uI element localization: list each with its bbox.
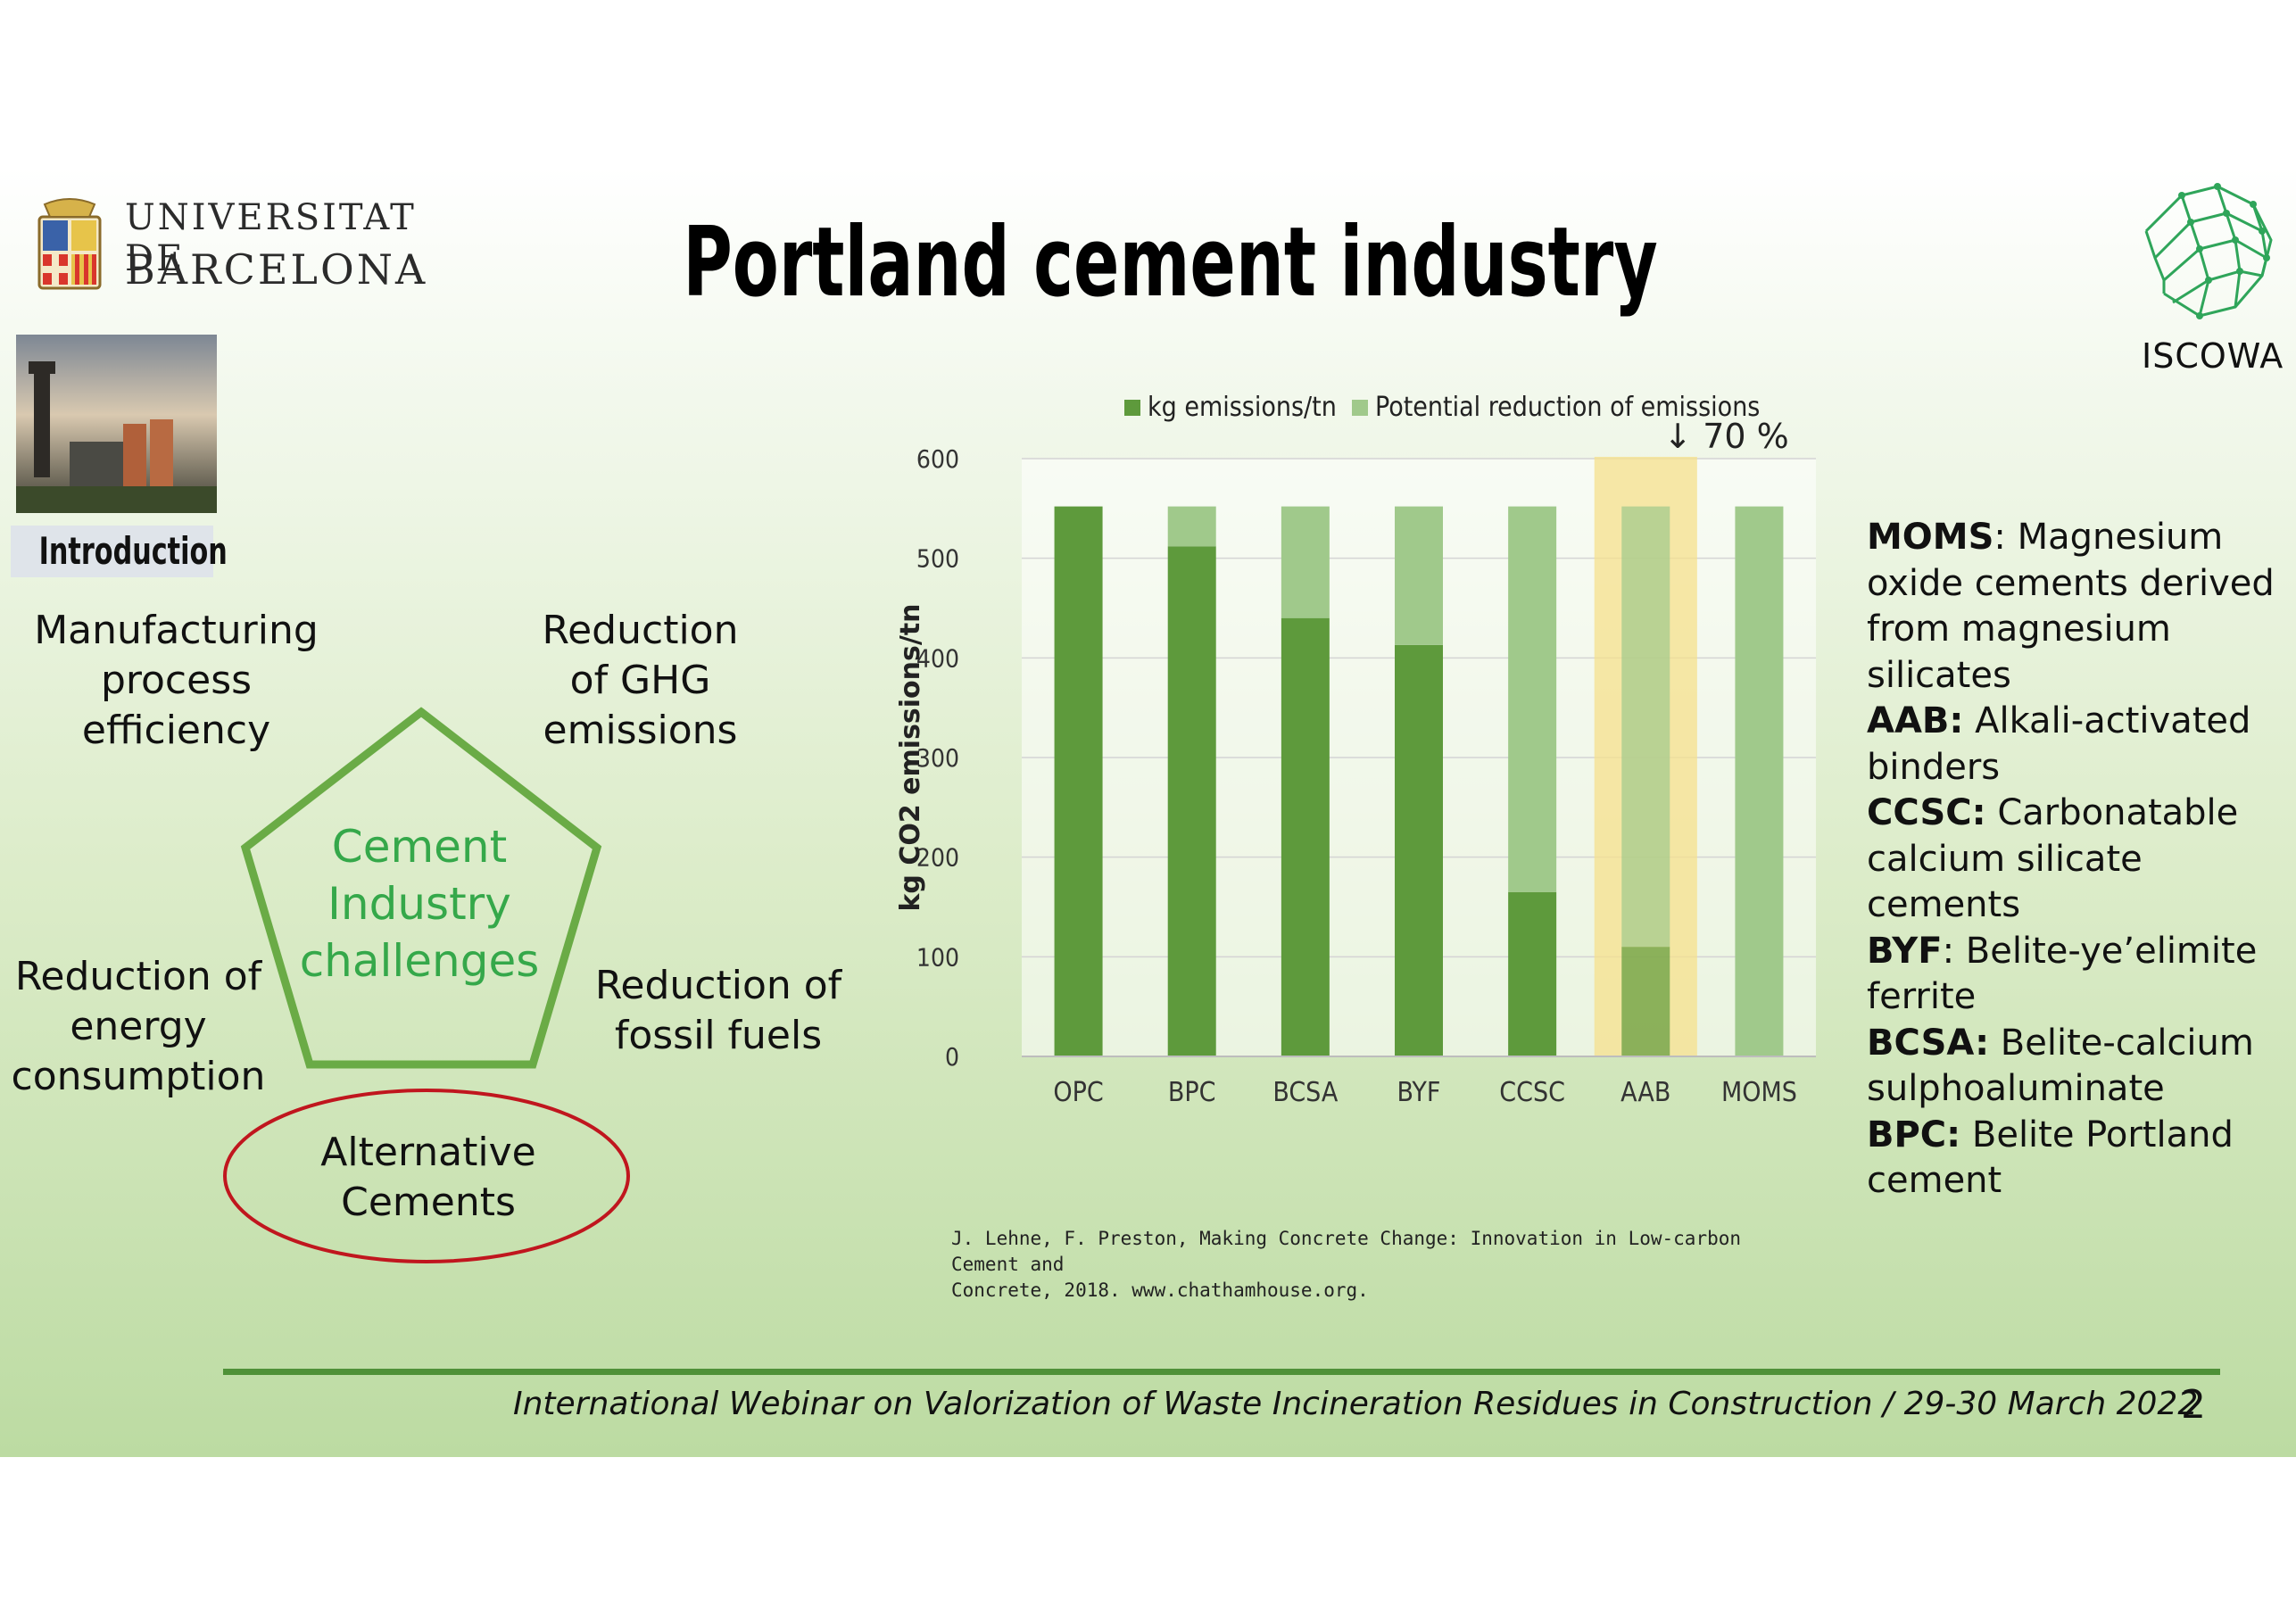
glossary-definition: Alkali-activated binders (1867, 700, 2251, 788)
pentagon-diagram (223, 707, 630, 1263)
bar-byf-emissions (1395, 644, 1443, 1056)
glossary-entry: BPC: Belite Portland cement (1867, 1113, 2277, 1205)
legend-swatch (1352, 400, 1368, 416)
x-tick-label: AAB (1620, 1077, 1670, 1108)
legend-label-emissions: kg emissions/tn (1148, 392, 1337, 423)
glossary-term: AAB (1867, 700, 1950, 741)
label-ghg-reduction: Reduction of GHG emissions (542, 608, 739, 753)
bar-bcsa-reduction (1281, 506, 1330, 618)
glossary-separator: : (1971, 792, 1986, 833)
iscowa-label: ISCOWA (2142, 336, 2284, 376)
bar-aab-reduction (1621, 506, 1670, 948)
iscowa-globe-icon (2144, 183, 2273, 319)
legend-swatch (1124, 400, 1140, 416)
glossary-term: BCSA (1867, 1022, 1976, 1064)
glossary-separator: : (1949, 700, 1964, 741)
x-tick-label: OPC (1053, 1077, 1103, 1108)
y-tick-label: 0 (945, 1042, 959, 1072)
glossary-entry: AAB: Alkali-activated binders (1867, 699, 2277, 791)
x-tick-label: CCSC (1499, 1077, 1565, 1108)
glossary-definition: Magnesium oxide cements derived from mag… (1867, 517, 2275, 696)
glossary-term: BPC (1867, 1114, 1947, 1155)
glossary-entry: BCSA: Belite-calcium sulphoaluminate (1867, 1021, 2277, 1113)
chart-citation: J. Lehne, F. Preston, Making Concrete Ch… (951, 1226, 1808, 1304)
alternative-cements-ellipse (223, 1089, 630, 1263)
x-tick-label: BYF (1397, 1077, 1441, 1108)
glossary-entry: CCSC: Carbonatable calcium silicate ceme… (1867, 791, 2277, 929)
footer-divider (223, 1369, 2220, 1375)
bar-opc-emissions (1054, 506, 1103, 1056)
glossary-entry: BYF: Belite-ye’elimite ferrite (1867, 929, 2277, 1021)
university-name-line1: UNIVERSITAT DE (125, 197, 417, 279)
university-name-line2: BARCELONA (125, 245, 428, 294)
label-alternative-cements: Alternative Cements (320, 1130, 536, 1225)
bar-ccsc-reduction (1508, 506, 1557, 892)
glossary-entry: MOMS: Magnesium oxide cements derived fr… (1867, 515, 2277, 699)
cement-plant-photo (16, 335, 217, 513)
glossary-term: BYF (1867, 930, 1943, 972)
x-tick-label: BCSA (1272, 1077, 1339, 1108)
reduction-annotation: ↓ 70 % (1663, 417, 1788, 456)
y-axis-label: kg CO2 emissions/tn (895, 603, 926, 911)
glossary-definition: Belite-ye’elimite ferrite (1867, 930, 2258, 1018)
emissions-bar-chart: 0 100 200 300 400 500 600 ↓ 70 % OPC BPC BCSA BYF CC… (895, 392, 1816, 1108)
bar-byf-reduction (1395, 506, 1443, 645)
bar-moms-reduction (1735, 506, 1784, 1056)
y-tick-label: 500 (916, 544, 959, 574)
footer-event-text: International Webinar on Valorization of… (513, 1386, 2199, 1422)
university-logo: UNIVERSITAT DE BARCELONA (36, 194, 455, 301)
bar-aab-emissions (1621, 947, 1670, 1056)
glossary-term: CCSC (1867, 792, 1972, 833)
university-shield-icon (37, 198, 102, 290)
glossary-definition: Carbonatable calcium silicate cements (1867, 792, 2239, 925)
y-tick-label: 600 (916, 444, 959, 474)
y-tick-label: 400 (916, 643, 959, 673)
glossary-definition: Belite-calcium sulphoaluminate (1867, 1022, 2254, 1110)
citation-line-1: J. Lehne, F. Preston, Making Concrete Ch… (951, 1228, 1742, 1275)
bar-ccsc-emissions (1508, 891, 1557, 1056)
bar-bcsa-emissions (1281, 617, 1330, 1056)
slide-title: Portland cement industry (683, 207, 1658, 319)
bar-bpc-emissions (1167, 546, 1216, 1056)
x-tick-label: BPC (1168, 1077, 1216, 1108)
glossary-separator: : (1993, 517, 2006, 558)
slide: UNIVERSITAT DE BARCELONA Portland cement… (0, 167, 2296, 1457)
section-tab-background (11, 526, 213, 577)
glossary-definition: Belite Portland cement (1867, 1114, 2234, 1202)
citation-line-2: Concrete, 2018. www.chathamhouse.org. (951, 1279, 1369, 1301)
label-manufacturing-efficiency: Manufacturing process efficiency (34, 608, 319, 753)
challenges-pentagon (240, 707, 602, 1069)
glossary-separator: : (1946, 1114, 1961, 1155)
label-energy-reduction: Reduction of energy consumption (11, 954, 266, 1099)
label-fossil-fuel-reduction: Reduction of fossil fuels (594, 963, 842, 1058)
y-tick-label: 300 (916, 743, 959, 773)
abbreviation-glossary: MOMS: Magnesium oxide cements derived fr… (1867, 515, 2277, 1205)
page-number: 2 (2181, 1382, 2206, 1428)
y-tick-label: 200 (916, 843, 959, 873)
y-tick-label: 100 (916, 942, 959, 972)
glossary-term: MOMS (1867, 517, 1994, 558)
pentagon-center-label: Cement Industry challenges (299, 821, 540, 987)
bar-bpc-reduction (1167, 506, 1216, 547)
legend-label-reduction: Potential reduction of emissions (1375, 392, 1760, 423)
x-tick-label: MOMS (1721, 1077, 1797, 1108)
glossary-separator: : (1975, 1022, 1990, 1064)
glossary-separator: : (1942, 930, 1955, 972)
